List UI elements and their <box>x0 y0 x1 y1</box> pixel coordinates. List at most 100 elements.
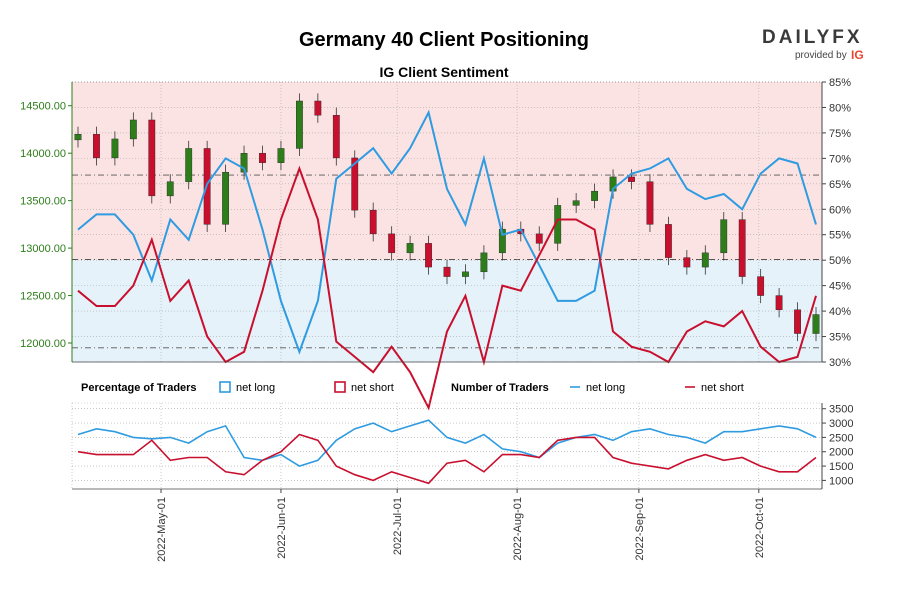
pct-tick-label: 85% <box>829 77 851 89</box>
candle-body <box>646 181 654 225</box>
num-tick-label: 1000 <box>829 475 853 487</box>
candle-body <box>185 148 193 182</box>
candle-body <box>259 152 266 163</box>
price-axis: 12000.00 12500.00 13000.00 13500.00 14000.00… <box>20 82 73 362</box>
candle-body <box>664 224 672 258</box>
ig-logo: IG <box>851 48 864 62</box>
price-tick-label: 14000.00 <box>20 148 66 160</box>
legend-pct-title: Percentage of Traders <box>81 382 197 394</box>
pct-tick-label: 80% <box>829 102 851 114</box>
candle-body <box>628 176 635 182</box>
candle-body <box>775 295 783 310</box>
num-tick-label: 2500 <box>829 432 853 444</box>
percentage-lines <box>77 109 817 411</box>
price-sentiment-panel: 12000.00 12500.00 13000.00 13500.00 14000.00… <box>20 77 851 411</box>
candle-body <box>572 200 580 206</box>
pct-tick-label: 50% <box>829 255 851 267</box>
legend-pct-short: net short <box>351 382 394 394</box>
svg-text:DAILYFX: DAILYFX <box>762 27 863 48</box>
pct-tick-label: 65% <box>829 179 851 191</box>
candle-body <box>166 181 174 197</box>
net-short-zone <box>72 82 822 261</box>
candle-body <box>480 252 488 273</box>
price-tick-label: 13000.00 <box>20 243 66 255</box>
num-net-short-line <box>77 433 817 485</box>
candle-body <box>148 119 156 197</box>
pct-tick-label: 75% <box>829 128 851 140</box>
candle-body <box>93 134 100 159</box>
candle-body <box>591 190 599 201</box>
legend: Percentage of Traders net long net short… <box>81 381 744 394</box>
brand-fx: FX <box>832 27 862 48</box>
num-tick-label: 2000 <box>829 447 853 459</box>
candle-body <box>351 157 359 211</box>
provided-by-text: provided by <box>795 50 847 61</box>
legend-num-title: Number of Traders <box>451 382 549 394</box>
num-net-long-line <box>77 419 817 467</box>
candle-body <box>74 134 82 141</box>
candle-body <box>369 209 377 235</box>
candle-body <box>498 228 506 254</box>
date-tick-label: 2022-Sep-01 <box>634 497 646 561</box>
pct-tick-label: 30% <box>829 357 851 369</box>
pct-tick-label: 40% <box>829 306 851 318</box>
candle-body <box>222 171 230 225</box>
candle-body <box>406 243 414 254</box>
candle-body <box>129 119 137 140</box>
legend-pct-long-swatch <box>219 381 231 393</box>
number-of-traders-panel: 1000 1500 2000 2500 3000 3500 <box>71 402 853 490</box>
candle-body <box>295 100 303 149</box>
pct-tick-label: 35% <box>829 332 851 344</box>
legend-num-long: net long <box>586 382 625 394</box>
candle-body <box>462 271 469 277</box>
candle-body <box>277 148 285 163</box>
date-tick-label: 2022-Oct-01 <box>754 497 766 558</box>
candle-body <box>314 100 322 116</box>
candle-body <box>111 138 119 159</box>
number-axis: 1000 1500 2000 2500 3000 3500 <box>72 403 853 490</box>
price-tick-label: 13500.00 <box>20 196 66 208</box>
percentage-axis: 30% 35% 40% 45% 50% 55% 60% 65% 70% 75% 80% 85% <box>72 77 851 369</box>
pct-tick-label: 45% <box>829 281 851 293</box>
candle-body <box>720 219 728 254</box>
brand-daily: DAILY <box>762 27 832 48</box>
date-tick-label: 2022-Aug-01 <box>512 497 524 561</box>
pct-tick-label: 55% <box>829 230 851 242</box>
pct-net-long-line <box>77 109 817 355</box>
candle-body <box>757 276 765 296</box>
candle-body <box>812 314 820 334</box>
legend-num-short: net short <box>701 382 744 394</box>
legend-pct-short-swatch <box>334 381 346 393</box>
main-grid <box>72 81 822 363</box>
candle-body <box>701 252 709 268</box>
price-tick-label: 12500.00 <box>20 291 66 303</box>
number-lines <box>77 419 817 485</box>
candle-body <box>332 115 340 159</box>
candle-body <box>388 233 396 254</box>
candle-body <box>535 233 543 244</box>
price-tick-label: 12000.00 <box>20 338 66 350</box>
dailyfx-logo: DAILYFX provided by IG <box>762 27 864 62</box>
date-axis: 2022-May-01 2022-Jun-01 2022-Jul-01 2022-Au… <box>156 489 766 562</box>
candle-body <box>794 309 801 334</box>
date-tick-label: 2022-Jun-01 <box>276 497 288 559</box>
candle-body <box>240 152 248 173</box>
candle-body <box>738 219 746 277</box>
date-tick-label: 2022-Jul-01 <box>392 497 404 555</box>
num-tick-label: 1500 <box>829 461 853 473</box>
chart-title: Germany 40 Client Positioning <box>299 29 589 51</box>
num-tick-label: 3500 <box>829 404 853 416</box>
lower-grid <box>71 402 822 489</box>
legend-pct-long: net long <box>236 382 275 394</box>
num-tick-label: 3000 <box>829 418 853 430</box>
pct-net-short-line <box>77 165 817 411</box>
price-tick-label: 14500.00 <box>20 101 66 113</box>
pct-tick-label: 70% <box>829 153 851 165</box>
pct-tick-label: 60% <box>829 204 851 216</box>
candle-body <box>443 266 451 277</box>
date-tick-label: 2022-May-01 <box>156 497 168 562</box>
chart-subtitle: IG Client Sentiment <box>379 64 508 80</box>
candle-body <box>425 243 432 268</box>
candle-body <box>683 257 691 268</box>
